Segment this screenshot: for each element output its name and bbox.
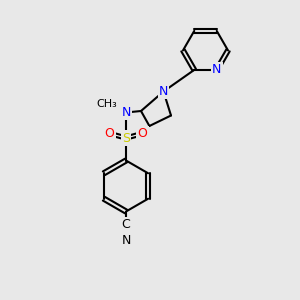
Text: N: N — [212, 63, 221, 76]
Text: S: S — [122, 131, 130, 145]
Text: CH₃: CH₃ — [96, 98, 117, 109]
Text: O: O — [105, 127, 114, 140]
Text: O: O — [138, 127, 147, 140]
Text: C: C — [122, 218, 130, 232]
Text: N: N — [159, 85, 168, 98]
Text: N: N — [121, 233, 131, 247]
Text: N: N — [121, 106, 131, 119]
